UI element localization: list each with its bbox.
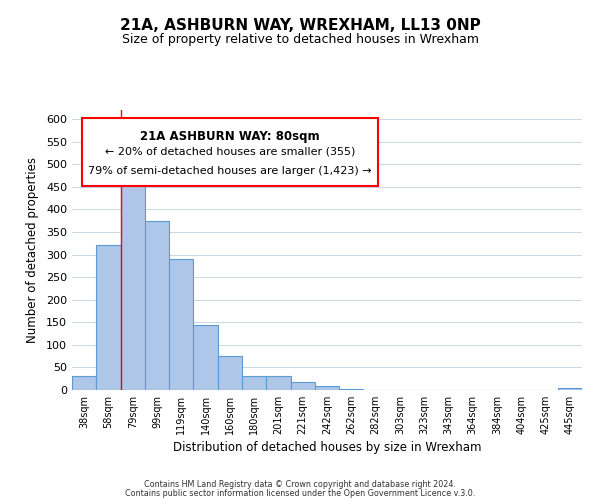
Bar [315, 386, 339, 390]
Text: ← 20% of detached houses are smaller (355): ← 20% of detached houses are smaller (35… [105, 146, 355, 156]
Bar [339, 388, 364, 390]
Bar [266, 376, 290, 390]
Bar [558, 388, 582, 390]
Text: 21A ASHBURN WAY: 80sqm: 21A ASHBURN WAY: 80sqm [140, 130, 320, 142]
Bar [193, 324, 218, 390]
Text: 21A, ASHBURN WAY, WREXHAM, LL13 0NP: 21A, ASHBURN WAY, WREXHAM, LL13 0NP [119, 18, 481, 32]
Text: Contains HM Land Registry data © Crown copyright and database right 2024.: Contains HM Land Registry data © Crown c… [144, 480, 456, 489]
Bar [290, 382, 315, 390]
Bar [145, 220, 169, 390]
Y-axis label: Number of detached properties: Number of detached properties [26, 157, 39, 343]
Bar [218, 356, 242, 390]
Bar [242, 376, 266, 390]
Bar [169, 259, 193, 390]
Bar [121, 170, 145, 390]
X-axis label: Distribution of detached houses by size in Wrexham: Distribution of detached houses by size … [173, 441, 481, 454]
Bar [72, 376, 96, 390]
Text: Size of property relative to detached houses in Wrexham: Size of property relative to detached ho… [121, 32, 479, 46]
Bar [96, 244, 121, 390]
FancyBboxPatch shape [82, 118, 378, 186]
Text: 79% of semi-detached houses are larger (1,423) →: 79% of semi-detached houses are larger (… [88, 166, 372, 176]
Text: Contains public sector information licensed under the Open Government Licence v.: Contains public sector information licen… [125, 489, 475, 498]
